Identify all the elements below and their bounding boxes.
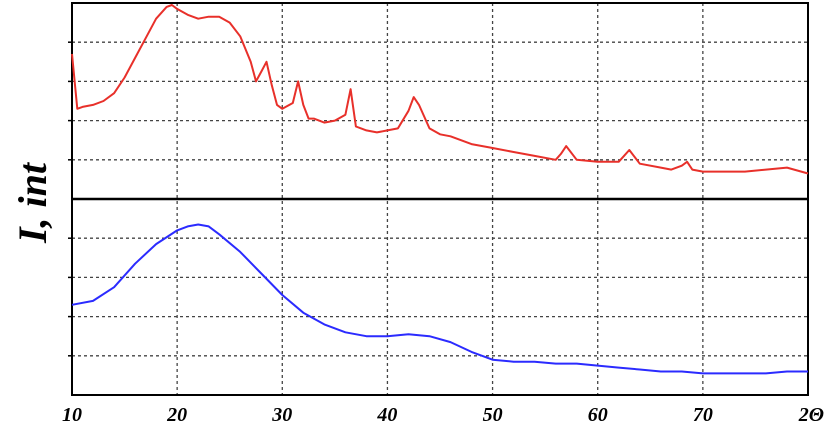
x-tick-label: 70 [693, 404, 713, 426]
x-tick-label: 20 [166, 404, 187, 426]
bottom-pattern-line [71, 223, 808, 375]
x-tick-label: 40 [376, 404, 397, 426]
x-tick-label: 60 [588, 404, 608, 426]
x-tick-label: 2Θ [798, 404, 824, 426]
x-tick-label: 30 [271, 404, 292, 426]
x-tick-label: 50 [483, 404, 503, 426]
top-pattern-line [71, 4, 809, 175]
x-tick-label: 10 [62, 404, 82, 426]
